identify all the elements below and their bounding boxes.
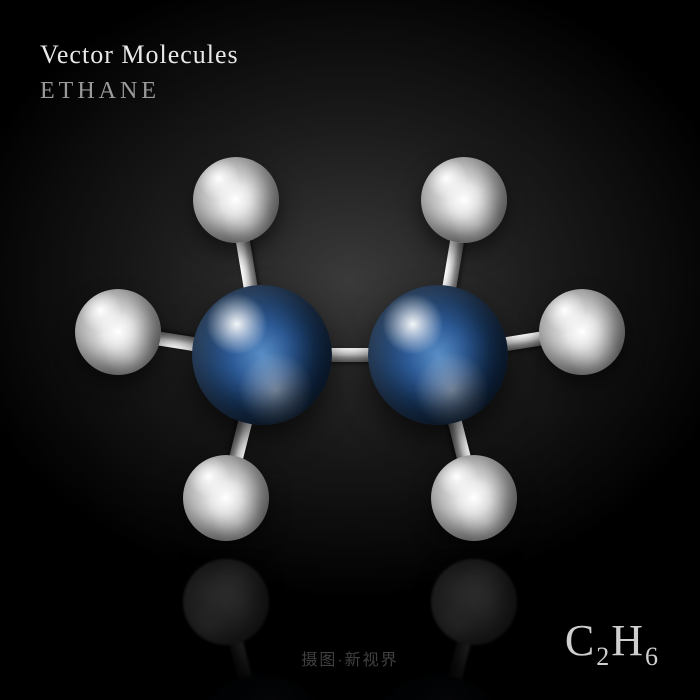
hydrogen-atom (75, 289, 161, 375)
hydrogen-atom (183, 559, 269, 645)
carbon-atom (192, 675, 332, 700)
carbon-atom (368, 285, 508, 425)
formula-sub-1: 2 (594, 642, 611, 671)
hydrogen-atom (421, 157, 507, 243)
formula-sub-2: 6 (643, 642, 660, 671)
watermark: 摄图·新视界 (301, 646, 398, 670)
chemical-formula: C2H6 (565, 615, 660, 672)
hydrogen-atom (431, 455, 517, 541)
carbon-atom (192, 285, 332, 425)
stage: Vector Molecules ETHANE C2H6 摄图·新视界 (0, 0, 700, 700)
formula-elem-1: C (565, 616, 594, 665)
hydrogen-atom (431, 559, 517, 645)
formula-elem-2: H (611, 616, 643, 665)
carbon-atom (368, 675, 508, 700)
hydrogen-atom (193, 157, 279, 243)
hydrogen-atom (183, 455, 269, 541)
hydrogen-atom (539, 289, 625, 375)
